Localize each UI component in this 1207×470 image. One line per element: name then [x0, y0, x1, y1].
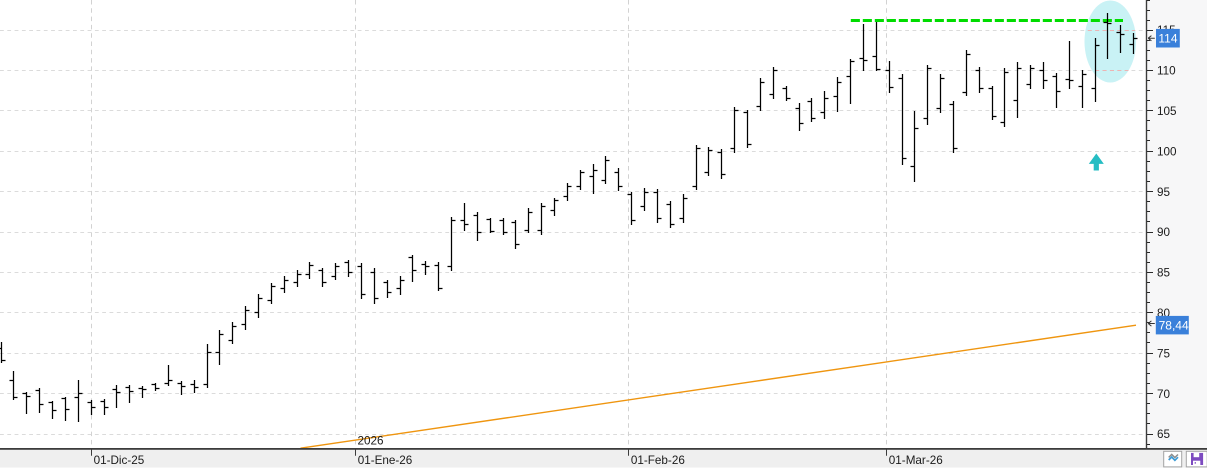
svg-text:01-Ene-26: 01-Ene-26 — [358, 454, 413, 467]
svg-text:65: 65 — [1157, 428, 1171, 441]
svg-text:114: 114 — [1158, 32, 1177, 46]
svg-text:85: 85 — [1157, 267, 1171, 280]
svg-text:75: 75 — [1157, 347, 1171, 360]
svg-text:100: 100 — [1157, 145, 1177, 158]
svg-text:78,44: 78,44 — [1159, 318, 1189, 332]
svg-text:105: 105 — [1157, 105, 1177, 118]
svg-text:01-Feb-26: 01-Feb-26 — [631, 454, 685, 467]
svg-text:110: 110 — [1157, 65, 1176, 78]
svg-text:90: 90 — [1157, 226, 1171, 239]
svg-text:01-Dic-25: 01-Dic-25 — [94, 454, 145, 467]
svg-text:70: 70 — [1157, 388, 1171, 401]
svg-text:2026: 2026 — [358, 435, 384, 448]
svg-text:95: 95 — [1157, 186, 1171, 199]
svg-text:01-Mar-26: 01-Mar-26 — [889, 454, 943, 467]
